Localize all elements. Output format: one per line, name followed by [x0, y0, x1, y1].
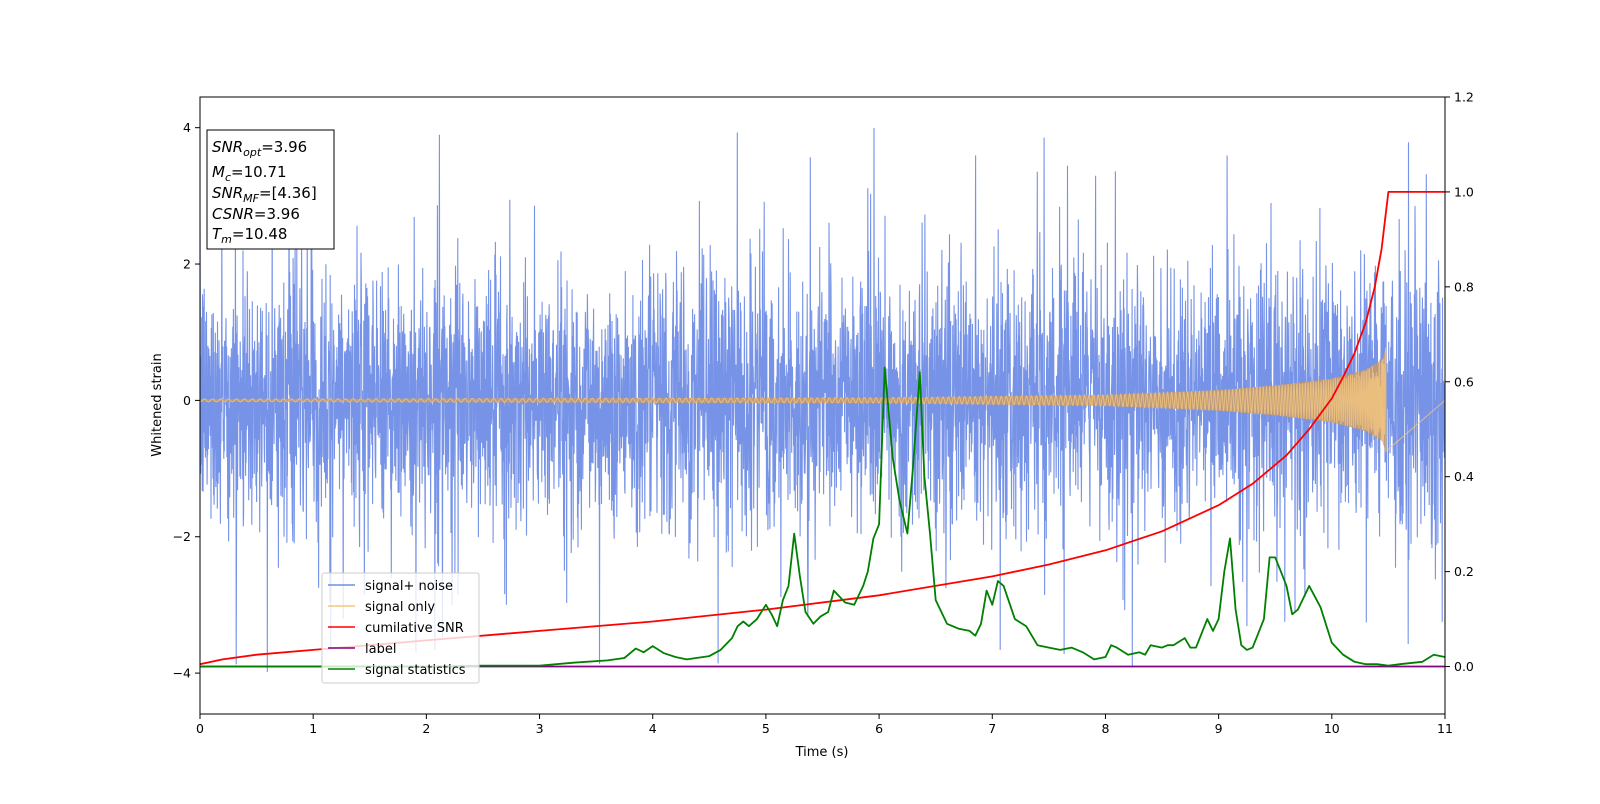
series-signal-only	[200, 347, 1445, 453]
x-tick-label-4: 4	[649, 721, 657, 736]
annotation-snr-opt: SNRopt=3.96	[212, 138, 307, 159]
annotation-mc: Mc=10.71	[212, 163, 287, 184]
annotation-csnr: CSNR=3.96	[212, 205, 300, 223]
y-left-tick-label-0: −4	[173, 666, 191, 681]
y-left-tick-label-3: 2	[183, 257, 191, 272]
y-right-tick-label-6: 1.2	[1454, 90, 1474, 105]
x-tick-label-8: 8	[1101, 721, 1109, 736]
axes-layer: 0 1 2 3 4 5 6 7 8 9 10 11 −4 −2 0 2 4 0.0 0.2 0.4 0.6 0.8 1.0 1…	[173, 90, 1474, 737]
y-axis-title: Whitened strain	[150, 353, 165, 456]
x-tick-label-10: 10	[1324, 721, 1340, 736]
x-tick-label-6: 6	[875, 721, 883, 736]
x-tick-label-2: 2	[422, 721, 430, 736]
y-right-tick-label-3: 0.6	[1454, 374, 1474, 389]
y-right-tick-label-2: 0.4	[1454, 469, 1474, 484]
legend-label-label: label	[365, 642, 396, 657]
legend-box	[321, 572, 480, 684]
annotation-snr-mf: SNRMF=[4.36]	[212, 184, 317, 205]
series-signal-noise	[200, 127, 1445, 673]
x-tick-label-9: 9	[1215, 721, 1223, 736]
y-left-tick-label-1: −2	[173, 529, 191, 544]
y-left-tick-label-4: 4	[183, 120, 191, 135]
x-tick-label-11: 11	[1437, 721, 1453, 736]
x-tick-label-1: 1	[309, 721, 317, 736]
x-tick-label-5: 5	[762, 721, 770, 736]
snr-annotation-box: SNRopt=3.96 Mc=10.71 SNRMF=[4.36] CSNR=3…	[206, 129, 335, 250]
y-right-tick-label-0: 0.0	[1454, 659, 1474, 674]
legend: signal+ noise signal only cumilative SNR…	[321, 572, 480, 684]
series-signal-only-envelope	[200, 345, 1387, 455]
legend-label-signal-only: signal only	[365, 600, 435, 615]
x-axis-title: Time (s)	[795, 745, 849, 760]
y-right-tick-label-1: 0.2	[1454, 564, 1474, 579]
series-signal-statistics	[200, 366, 1445, 668]
plot-frame	[199, 96, 1446, 715]
y-right-tick-label-5: 1.0	[1454, 184, 1474, 199]
legend-label-cumulative-snr: cumilative SNR	[365, 621, 464, 636]
x-tick-label-7: 7	[988, 721, 996, 736]
y-right-tick-label-4: 0.8	[1454, 279, 1474, 294]
annotation-tm: Tm=10.48	[212, 225, 287, 246]
x-tick-label-3: 3	[536, 721, 544, 736]
annotation-box	[206, 129, 335, 250]
y-left-tick-label-2: 0	[183, 393, 191, 408]
legend-label-signal-statistics: signal statistics	[365, 663, 466, 678]
x-tick-label-0: 0	[196, 721, 204, 736]
legend-label-signal-noise: signal+ noise	[365, 579, 453, 594]
